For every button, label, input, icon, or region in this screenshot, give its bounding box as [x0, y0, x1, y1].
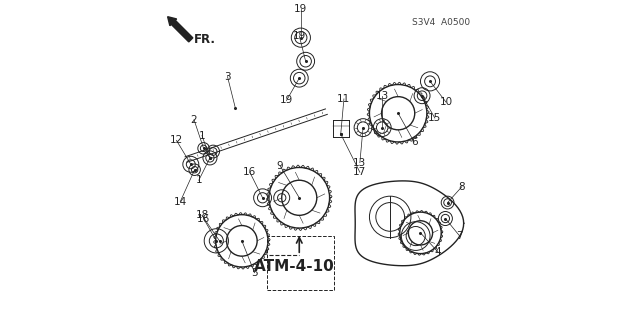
- Bar: [268, 236, 334, 290]
- Text: 2: 2: [191, 115, 197, 125]
- Text: 18: 18: [195, 210, 209, 220]
- Text: 19: 19: [280, 95, 293, 106]
- Text: 8: 8: [459, 182, 465, 192]
- Text: 4: 4: [435, 247, 442, 257]
- Text: 15: 15: [428, 113, 442, 123]
- Text: 6: 6: [411, 137, 417, 147]
- Text: 10: 10: [440, 97, 452, 107]
- Text: 11: 11: [337, 94, 351, 104]
- Text: 16: 16: [243, 167, 257, 177]
- Text: 12: 12: [170, 135, 183, 145]
- Text: S3V4  A0500: S3V4 A0500: [412, 18, 470, 27]
- Text: 1: 1: [198, 130, 205, 141]
- Text: FR.: FR.: [194, 33, 216, 46]
- Text: 5: 5: [252, 268, 258, 278]
- Text: 16: 16: [197, 213, 210, 224]
- Text: 13: 13: [376, 91, 389, 101]
- Text: 19: 19: [294, 4, 307, 14]
- Text: 13: 13: [353, 158, 367, 168]
- Text: 17: 17: [353, 167, 367, 177]
- Text: 1: 1: [195, 175, 202, 185]
- Text: ATM-4-10: ATM-4-10: [254, 259, 335, 274]
- Text: 7: 7: [456, 231, 463, 241]
- Text: 3: 3: [224, 71, 231, 82]
- Text: 19: 19: [292, 31, 306, 41]
- Text: 14: 14: [173, 197, 187, 207]
- FancyArrow shape: [168, 17, 193, 42]
- Text: 9: 9: [277, 161, 284, 171]
